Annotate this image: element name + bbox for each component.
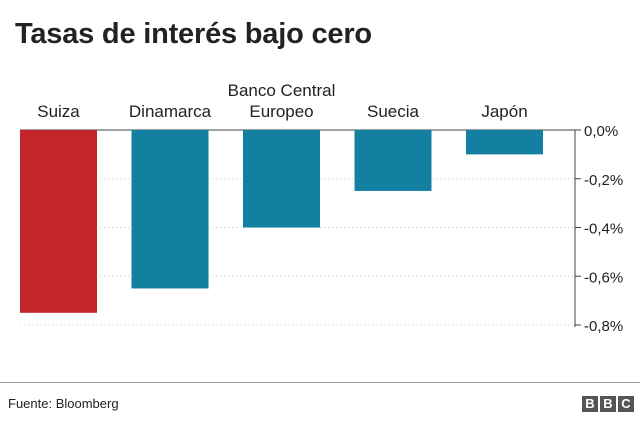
bbc-logo: B B C bbox=[582, 396, 634, 412]
logo-letter: C bbox=[618, 396, 634, 412]
bar-dinamarca bbox=[131, 130, 209, 289]
logo-letter: B bbox=[582, 396, 598, 412]
y-tick-label: -0,6% bbox=[584, 269, 623, 286]
y-axis: 0,0% -0,2% -0,4% -0,6% -0,8% bbox=[574, 123, 623, 335]
source-note: Fuente: Bloomberg bbox=[8, 396, 119, 411]
bar-suiza bbox=[20, 130, 97, 313]
bar-banco-central-europeo bbox=[243, 130, 320, 228]
y-tick-label: -0,8% bbox=[584, 318, 623, 335]
y-tick-label: 0,0% bbox=[584, 123, 618, 140]
category-label: Dinamarca bbox=[129, 102, 212, 121]
bar-chart: 0,0% -0,2% -0,4% -0,6% -0,8% Suiza Dinamarca B… bbox=[20, 81, 623, 335]
footer-divider bbox=[0, 382, 640, 383]
category-label: Europeo bbox=[249, 102, 313, 121]
category-label: Suecia bbox=[367, 102, 420, 121]
y-tick-label: -0,4% bbox=[584, 221, 623, 238]
bar-japón bbox=[466, 130, 543, 155]
y-tick-label: -0,2% bbox=[584, 172, 623, 189]
category-label: Suiza bbox=[37, 102, 80, 121]
bar-suecia bbox=[354, 130, 432, 191]
category-labels: Suiza Dinamarca Banco Central Europeo Suecia… bbox=[37, 81, 527, 121]
bars bbox=[20, 130, 543, 313]
category-label: Japón bbox=[481, 102, 527, 121]
chart-title: Tasas de interés bajo cero bbox=[15, 18, 372, 50]
category-label: Banco Central bbox=[228, 81, 336, 100]
logo-letter: B bbox=[600, 396, 616, 412]
